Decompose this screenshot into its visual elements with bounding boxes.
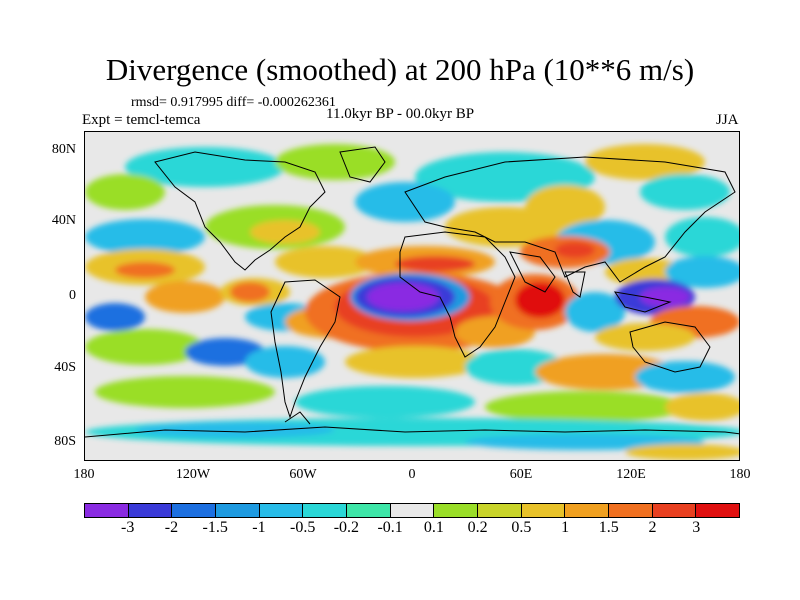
x-tick-label: 0 [408,467,416,482]
colorbar-swatch [478,504,522,517]
experiment-label: Expt = temcl-temca [82,112,201,128]
colorbar-label: 0.5 [511,519,532,536]
y-tick-label: 40N [51,213,76,228]
y-tick-label: 0 [69,288,76,303]
colorbar-swatch [521,504,566,517]
colorbar-swatch [696,504,741,517]
x-tick-label: 180 [729,467,751,482]
map-field-svg [85,132,739,460]
colorbar-swatch [84,504,129,517]
period-label: 11.0kyr BP - 00.0kyr BP [326,106,475,122]
colorbar-label: -0.1 [377,519,403,536]
colorbar-label: -2 [164,519,179,536]
colorbar-label: -1.5 [202,519,228,536]
colorbar [84,503,741,518]
colorbar-swatch [434,504,479,517]
coastlines [85,146,739,438]
season-label: JJA [716,112,739,128]
x-tick-label: 60E [509,467,533,482]
plot-title: Divergence (smoothed) at 200 hPa (10**6 … [105,52,695,87]
divergence-field [85,144,739,460]
colorbar-label: 0.2 [467,519,488,536]
colorbar-swatch [259,504,304,517]
x-tick-label: 120W [175,467,211,482]
y-tick-label: 40S [54,360,76,375]
colorbar-label: 0.1 [423,519,444,536]
colorbar-label: 1 [561,519,570,536]
colorbar-swatch [172,504,217,517]
colorbar-swatch [216,504,260,517]
y-tick-label: 80S [54,434,76,449]
y-tick-label: 80N [51,142,76,157]
colorbar-swatch [347,504,391,517]
colorbar-swatch [390,504,435,517]
x-tick-label: 60W [289,467,317,482]
colorbar-label: -1 [252,519,266,536]
colorbar-swatch [303,504,348,517]
colorbar-swatch [609,504,653,517]
colorbar-label: -3 [121,519,135,536]
colorbar-label: 3 [692,519,701,536]
colorbar-label: -0.2 [333,519,360,536]
colorbar-swatch [652,504,697,517]
x-tick-label: 180 [73,467,95,482]
colorbar-label: -0.5 [289,519,316,536]
colorbar-swatch [128,504,173,517]
colorbar-label: 1.5 [598,519,619,536]
colorbar-swatch [565,504,610,517]
x-tick-label: 120E [616,467,646,482]
divergence-map [84,131,740,461]
colorbar-label: 2 [648,519,657,536]
rmsd-diff-stats: rmsd= 0.917995 diff= -0.000262361 [131,95,336,110]
